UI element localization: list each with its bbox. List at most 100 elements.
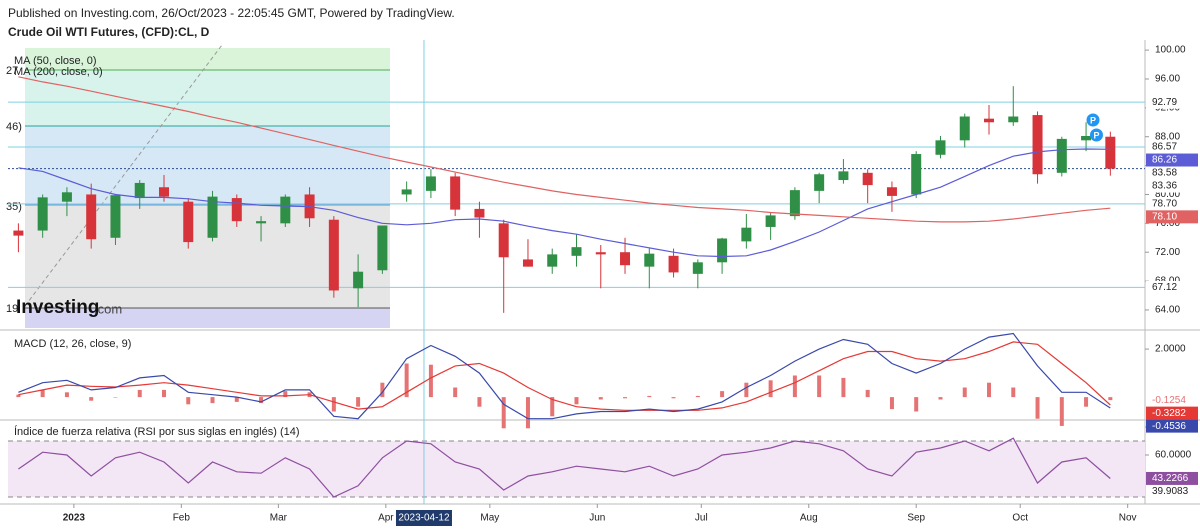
histogram-bar <box>768 380 773 398</box>
fib-zone <box>25 48 390 70</box>
price-label: 83.58 <box>1152 168 1177 179</box>
candle-body <box>498 223 509 258</box>
histogram-bar <box>1035 397 1040 419</box>
histogram-bar <box>792 375 797 398</box>
x-tick-label: Mar <box>270 513 288 524</box>
series-line <box>18 76 1111 223</box>
fib-label: 46) <box>6 121 22 133</box>
fib-zone <box>25 70 390 126</box>
price-badge <box>1146 280 1198 294</box>
price-label: 92.79 <box>1152 97 1177 108</box>
price-badge <box>1146 210 1198 224</box>
candle-body <box>280 196 291 224</box>
candle-body <box>886 187 897 196</box>
x-tick-label: 2023 <box>63 513 86 524</box>
histogram-bar <box>671 397 676 399</box>
series-line <box>18 148 1111 258</box>
histogram-bar <box>1108 397 1113 401</box>
price-label: 86.26 <box>1152 155 1177 166</box>
price-label: 39.9083 <box>1152 486 1189 497</box>
x-tick-label: Jun <box>589 513 605 524</box>
price-label: -0.4536 <box>1152 421 1186 432</box>
price-label: -0.1254 <box>1152 395 1186 406</box>
histogram-bar <box>1084 397 1089 407</box>
candle-body <box>183 201 194 243</box>
histogram-bar <box>40 389 45 398</box>
histogram-bar <box>64 392 69 398</box>
fib-label: 27 <box>6 65 18 77</box>
event-label: P <box>1093 130 1099 140</box>
x-tick-label: Jul <box>695 513 708 524</box>
fib-zone <box>25 308 390 328</box>
candle-body <box>61 192 72 202</box>
y-tick-label: 72.00 <box>1155 247 1180 258</box>
histogram-bar <box>720 391 725 398</box>
panel-title: Índice de fuerza relativa (RSI por sus s… <box>14 425 300 438</box>
candle-body <box>328 219 339 291</box>
logo: Investing .com <box>16 297 122 318</box>
series-line <box>18 437 1111 498</box>
price-badge <box>1146 140 1198 154</box>
histogram-bar <box>623 397 628 399</box>
histogram-bar <box>161 389 166 398</box>
candle-body <box>522 259 533 267</box>
event-marker <box>1089 128 1103 142</box>
histogram-bar <box>137 389 142 398</box>
candle-body <box>692 262 703 274</box>
histogram-bar <box>234 397 239 402</box>
price-badge <box>1146 393 1198 407</box>
price-badge <box>1146 484 1198 498</box>
histogram-bar <box>16 394 21 398</box>
histogram-bar <box>914 397 919 412</box>
price-badge <box>1146 197 1198 211</box>
histogram-bar <box>259 397 264 404</box>
chart-title: Crude Oil WTI Futures, (CFD):CL, D <box>8 25 210 39</box>
event-marker <box>1086 113 1100 127</box>
series-line <box>18 332 1111 420</box>
y-tick-label: 80.00 <box>1155 189 1180 200</box>
candle-body <box>668 255 679 273</box>
candle-body <box>911 154 922 195</box>
candle-body <box>595 252 606 255</box>
candle-body <box>547 254 558 267</box>
logo-brand: Investing <box>16 297 99 318</box>
price-label: 86.57 <box>1152 142 1177 153</box>
histogram-bar <box>817 375 822 398</box>
price-badge <box>1146 166 1198 180</box>
series-line <box>18 341 1111 411</box>
histogram-bar <box>89 397 94 401</box>
candle-body <box>644 253 655 267</box>
histogram-bar <box>574 397 579 405</box>
histogram-bar <box>1011 387 1016 398</box>
histogram-bar <box>428 364 433 398</box>
histogram-bar <box>1059 397 1064 426</box>
candle-body <box>377 225 388 271</box>
candle-body <box>1081 136 1092 141</box>
candle-body <box>959 116 970 141</box>
published-note: Published on Investing.com, 26/Oct/2023 … <box>8 6 455 20</box>
histogram-bar <box>477 397 482 407</box>
candle-body <box>353 271 364 289</box>
candle-body <box>474 208 485 218</box>
histogram-bar <box>453 387 458 398</box>
histogram-bar <box>695 395 700 398</box>
candle-body <box>814 174 825 191</box>
fib-zone <box>25 126 390 205</box>
histogram-bar <box>550 397 555 417</box>
x-tick-label: Feb <box>173 513 191 524</box>
x-tick-label: Apr <box>378 513 394 524</box>
legend-entry: MA (50, close, 0) <box>14 55 97 67</box>
candle-body <box>86 194 97 240</box>
candle-body <box>1032 115 1043 175</box>
x-tick-label: May <box>480 513 499 524</box>
candle-body <box>110 195 121 238</box>
logo-suffix: .com <box>94 301 122 316</box>
histogram-bar <box>744 382 749 398</box>
candle-body <box>571 247 582 256</box>
candle-body <box>984 118 995 123</box>
price-badge <box>1146 406 1198 420</box>
x-tick-label: Nov <box>1119 513 1137 524</box>
candle-body <box>862 172 873 186</box>
candle-body <box>231 198 242 222</box>
